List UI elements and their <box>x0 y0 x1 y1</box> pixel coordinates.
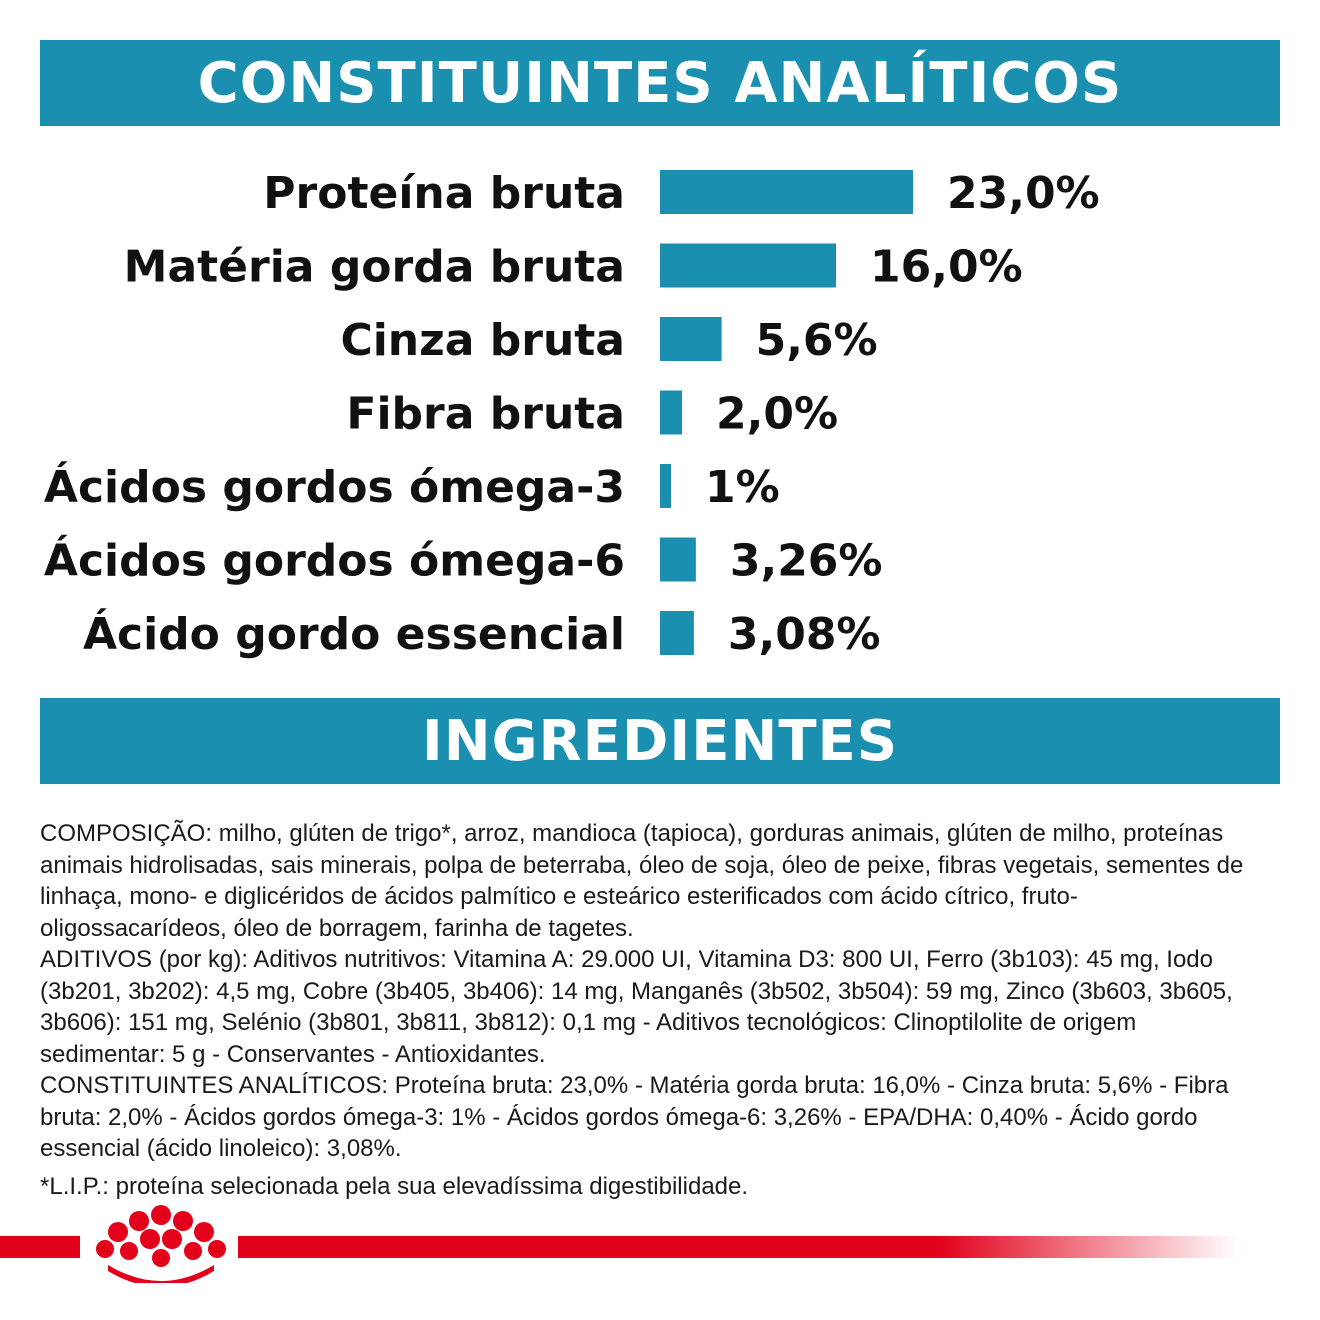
value-bar <box>660 537 696 582</box>
royal-canin-crown-icon <box>96 1205 226 1283</box>
ingredients-banner: INGREDIENTES <box>40 698 1280 784</box>
value-label: 1% <box>705 462 780 513</box>
value-label: 3,08% <box>728 609 881 660</box>
composition-paragraph: COMPOSIÇÃO: milho, glúten de trigo*, arr… <box>40 820 1244 942</box>
value-bar <box>660 243 836 288</box>
analytic-constituents-paragraph: CONSTITUINTES ANALÍTICOS: Proteína bruta… <box>40 1072 1229 1162</box>
value-label: 3,26% <box>730 536 883 587</box>
brand-stripe-right <box>238 1236 1238 1258</box>
ingredients-heading: INGREDIENTES <box>421 708 899 774</box>
additives-paragraph: ADITIVOS (por kg): Aditivos nutritivos: … <box>40 946 1233 1068</box>
category-label: Ácidos gordos ómega-6 <box>44 534 625 587</box>
value-bar <box>660 170 913 214</box>
analytic-constituents-banner: CONSTITUINTES ANALÍTICOS <box>40 40 1280 126</box>
value-bar <box>660 464 671 508</box>
value-bar <box>660 317 722 361</box>
brand-stripe-left <box>0 1236 80 1258</box>
value-label: 2,0% <box>716 389 838 440</box>
category-label: Ácidos gordos ómega-3 <box>44 460 625 513</box>
value-label: 16,0% <box>870 242 1023 293</box>
ingredients-text-block: COMPOSIÇÃO: milho, glúten de trigo*, arr… <box>40 818 1255 1202</box>
category-label: Matéria gorda bruta <box>124 242 625 293</box>
category-label: Fibra bruta <box>346 389 625 440</box>
value-label: 5,6% <box>756 315 878 366</box>
category-label: Cinza bruta <box>340 315 625 366</box>
analytic-constituents-chart: Proteína bruta 23,0% Matéria gorda bruta 16… <box>44 168 1100 660</box>
value-bar <box>660 611 694 655</box>
value-bar <box>660 390 682 435</box>
category-label: Ácido gordo essencial <box>83 607 625 660</box>
category-label: Proteína bruta <box>263 168 625 219</box>
value-label: 23,0% <box>947 168 1100 219</box>
analytic-constituents-heading: CONSTITUINTES ANALÍTICOS <box>197 50 1123 116</box>
lip-footnote: *L.I.P.: proteína selecionada pela sua e… <box>40 1172 749 1200</box>
